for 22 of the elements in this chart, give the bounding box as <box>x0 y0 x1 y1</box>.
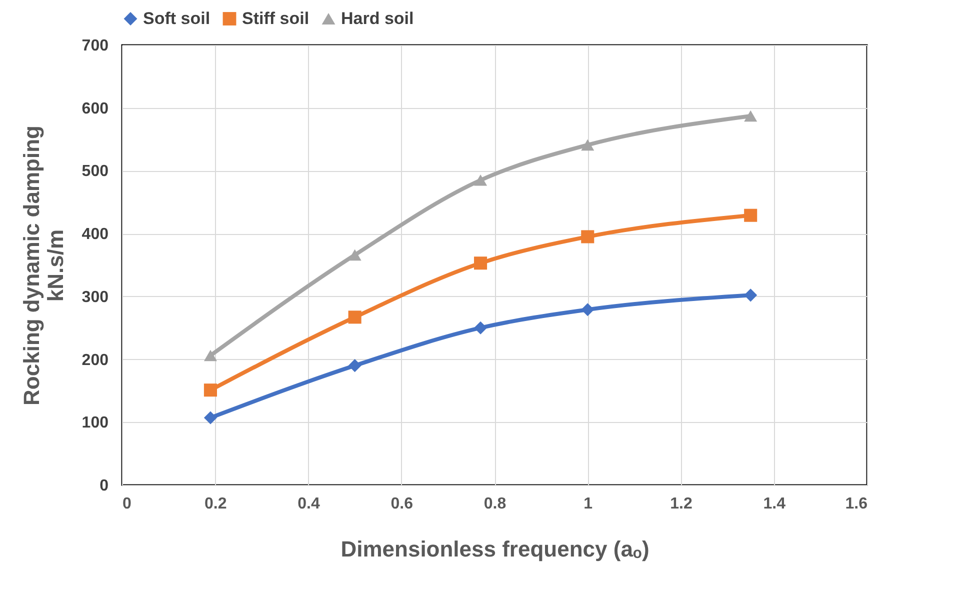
x-tick-label: 1.4 <box>763 496 786 512</box>
y-axis-title: Rocking dynamic damping kN.s/m <box>18 126 68 406</box>
x-tick-label: 0.4 <box>298 496 320 512</box>
y-tick-label: 300 <box>82 288 109 306</box>
y-tick-label: 500 <box>82 163 109 180</box>
x-tick-label: 1 <box>584 496 593 512</box>
legend-label: Hard soil <box>341 8 414 28</box>
x-tick-label: 0.2 <box>204 496 227 512</box>
x-tick-label: 0.8 <box>484 496 506 512</box>
y-tick-label: 700 <box>82 38 109 54</box>
legend-label: Soft soil <box>143 8 210 28</box>
x-tick-label: 0.6 <box>390 496 414 512</box>
x-tick-label: 0 <box>122 496 132 512</box>
legend-label: Stiff soil <box>242 8 310 28</box>
y-tick-label: 600 <box>82 100 109 118</box>
y-tick-label: 200 <box>82 352 109 369</box>
x-tick-label: 1.2 <box>670 496 692 512</box>
y-tick-label: 400 <box>82 226 109 244</box>
y-tick-label: 100 <box>82 414 109 432</box>
x-axis-title: Dimensionless frequency (aₒ) <box>340 536 650 562</box>
y-tick-label: 0 <box>100 478 109 494</box>
x-tick-label: 1.6 <box>845 496 868 512</box>
